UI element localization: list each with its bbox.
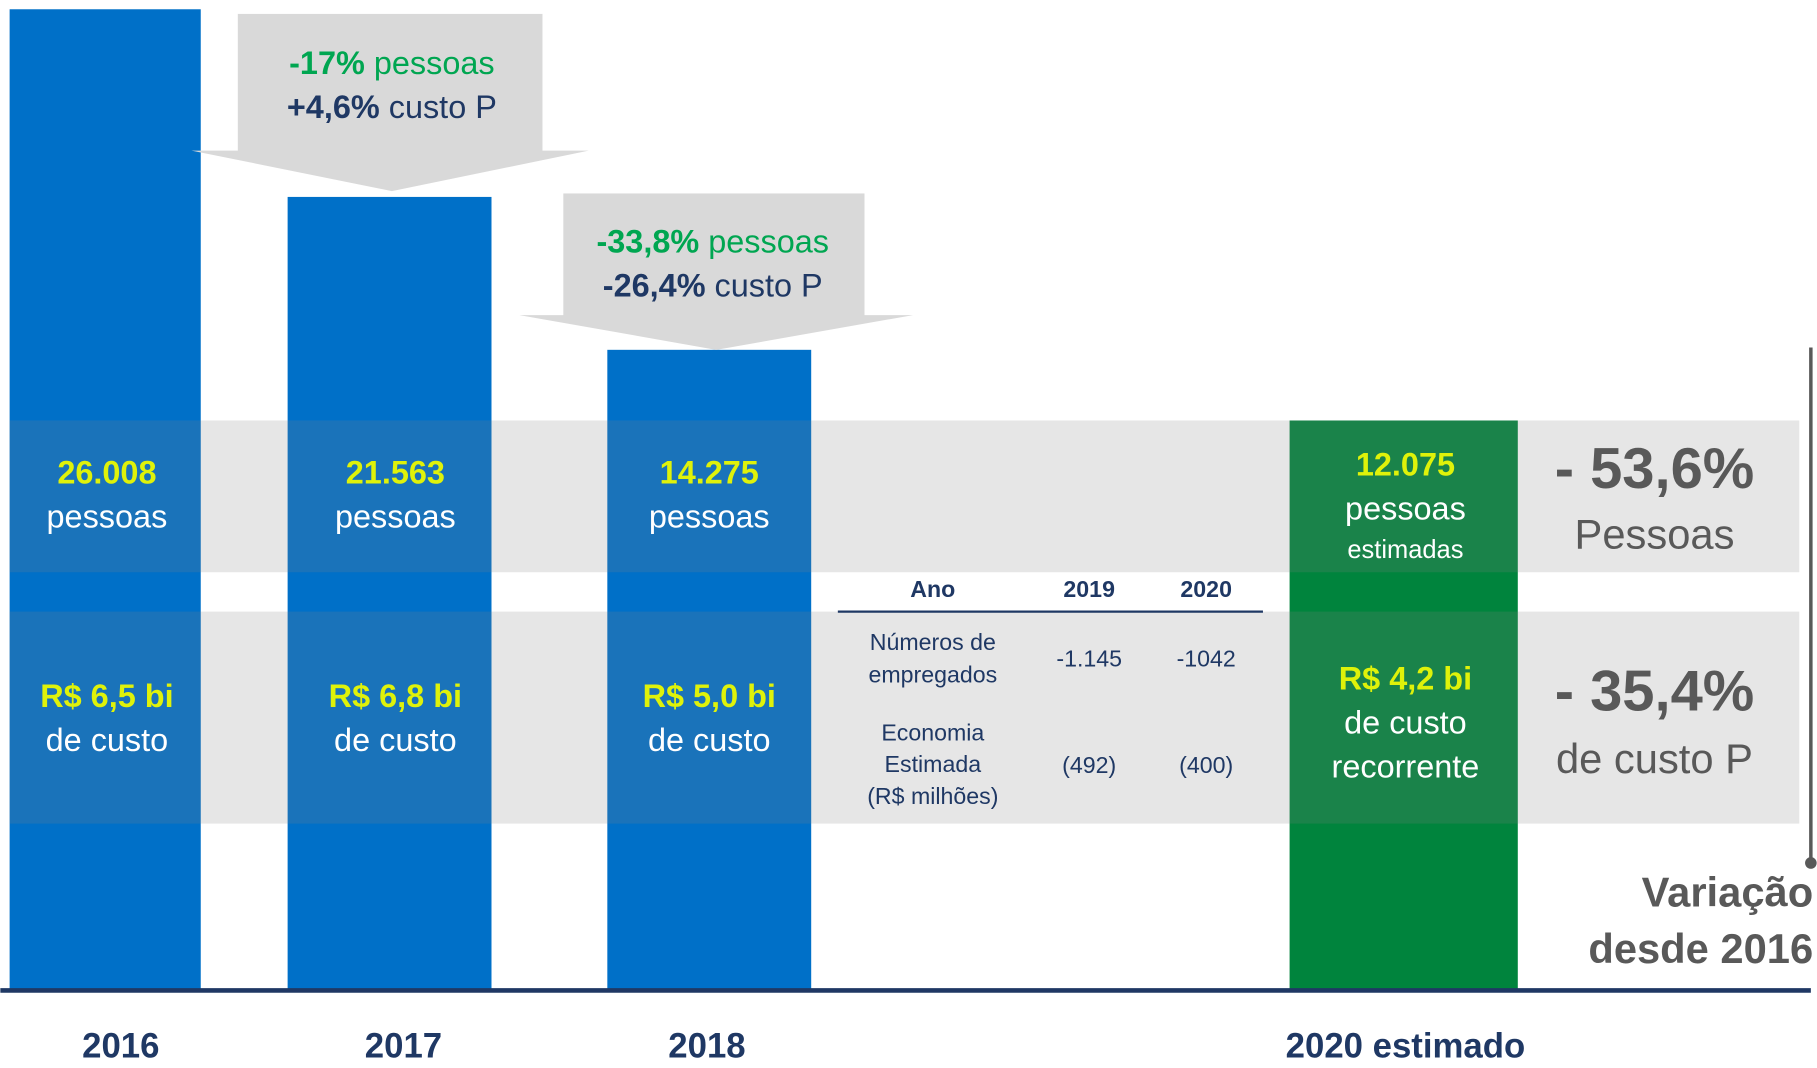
cell: -1042	[1177, 645, 1236, 671]
change: -26,4%	[603, 267, 706, 303]
cost: R$ 5,0 bi	[643, 678, 776, 714]
row-label: empregados	[868, 662, 997, 688]
arrow-callout	[519, 193, 914, 350]
label: de custo	[1344, 705, 1467, 741]
cell: -1.145	[1056, 645, 1122, 671]
note: estimadas	[1347, 536, 1463, 564]
bar-2017	[287, 196, 492, 991]
cell: (492)	[1062, 752, 1116, 778]
arrow-line: +4,6% custo P	[287, 88, 497, 124]
text: custo P	[715, 267, 823, 303]
people: 12.075	[1356, 446, 1455, 482]
text: pessoas	[708, 223, 829, 259]
label: de custo	[648, 722, 771, 758]
bar-2018	[607, 349, 812, 991]
label: de custo	[46, 722, 169, 758]
row-label: Números de	[870, 629, 996, 655]
people: 26.008	[57, 454, 156, 490]
label: pessoas	[335, 499, 456, 535]
table-header: 2020	[1180, 576, 1232, 602]
caption: Variação	[1642, 868, 1814, 915]
row-label: Estimada	[885, 751, 982, 777]
row-label: (R$ milhões)	[867, 783, 998, 809]
cell: (400)	[1179, 752, 1233, 778]
arrow-callout	[191, 13, 589, 192]
table-header: Ano	[910, 576, 955, 602]
text: pessoas	[374, 44, 495, 80]
change: +4,6%	[287, 88, 380, 124]
cost: R$ 6,8 bi	[329, 678, 462, 714]
year: 2020 estimado	[1286, 1027, 1526, 1065]
variation: - 53,6%	[1555, 437, 1755, 501]
arrow-line: -33,8% pessoas	[596, 223, 829, 259]
change: -33,8%	[596, 223, 699, 259]
label: de custo P	[1556, 735, 1753, 782]
label: de custo	[334, 722, 457, 758]
year: 2017	[365, 1027, 442, 1065]
variation: - 35,4%	[1555, 659, 1755, 723]
people: 21.563	[346, 454, 445, 490]
arrow-line: -17% pessoas	[289, 44, 494, 80]
cost: R$ 4,2 bi	[1339, 661, 1472, 697]
caption: desde 2016	[1588, 925, 1813, 972]
label: Pessoas	[1575, 510, 1735, 557]
label: pessoas	[1345, 490, 1466, 526]
year: 2016	[82, 1027, 159, 1065]
bar-2016	[9, 9, 201, 991]
year: 2018	[668, 1027, 745, 1065]
label: pessoas	[649, 499, 770, 535]
row-label: Economia	[881, 720, 984, 746]
change: -17%	[289, 44, 365, 80]
label: pessoas	[47, 499, 168, 535]
arrow-line: -26,4% custo P	[603, 267, 823, 303]
band-cost	[9, 611, 1800, 824]
band-people	[9, 420, 1800, 573]
people: 14.275	[660, 454, 759, 490]
text: custo P	[389, 88, 497, 124]
cost: R$ 6,5 bi	[40, 678, 173, 714]
table-header: 2019	[1063, 576, 1115, 602]
bracket-dot	[1805, 857, 1817, 869]
note: recorrente	[1332, 749, 1480, 785]
bar-2020	[1289, 420, 1518, 991]
